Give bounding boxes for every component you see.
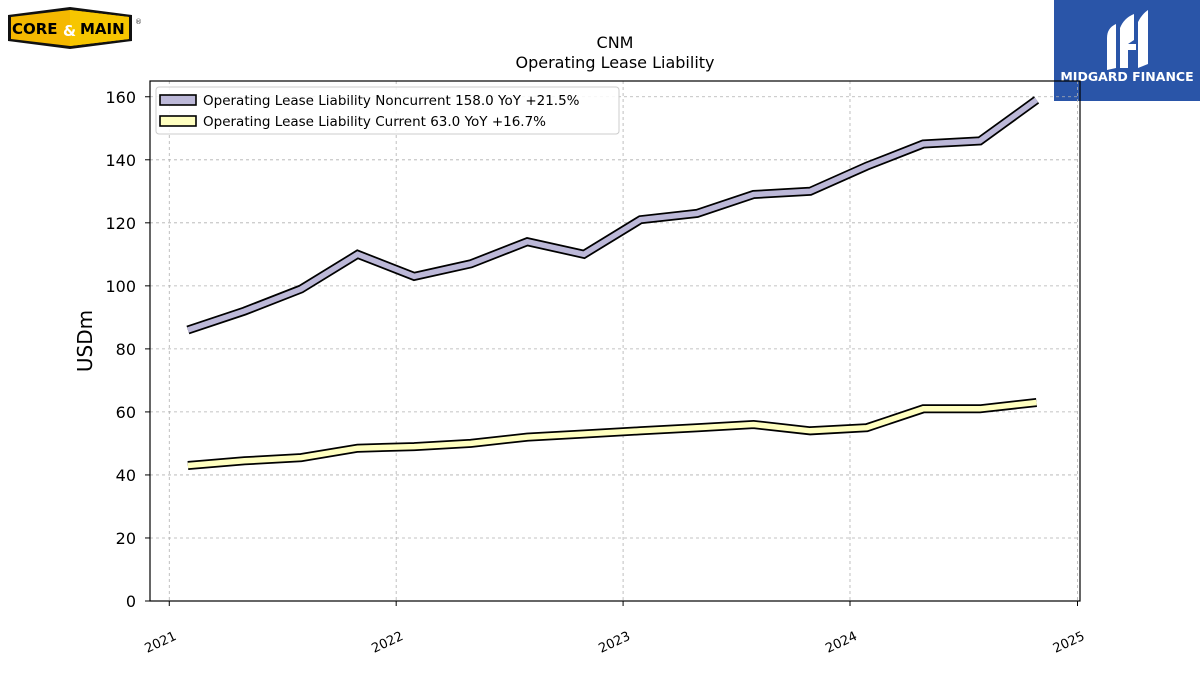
y-tick-label: 160: [105, 88, 136, 107]
legend-box: [155, 86, 620, 135]
midgard-emblem-icon: [1107, 10, 1148, 70]
series-line: [187, 97, 1039, 333]
y-tick-label: 0: [126, 592, 136, 611]
chart-subtitle: Operating Lease Liability: [515, 53, 714, 72]
legend-label: Operating Lease Liability Noncurrent 158…: [203, 93, 580, 109]
x-tick-label: 2024: [823, 629, 859, 657]
y-tick-label: 100: [105, 277, 136, 296]
y-tick-label: 20: [116, 529, 136, 548]
y-tick-label: 60: [116, 403, 136, 422]
y-axis-label: USDm: [73, 310, 97, 372]
logo-left-part1: CORE: [12, 20, 58, 38]
logo-left-amp: &: [63, 22, 76, 40]
legend-swatch: [159, 94, 197, 106]
chart-title: CNM: [597, 33, 634, 52]
legend-label: Operating Lease Liability Current 63.0 Y…: [203, 114, 546, 130]
y-tick-label: 120: [105, 214, 136, 233]
y-tick-label: 140: [105, 151, 136, 170]
axes: 0 20 40 60 80 100 120 140 160 2021 2022 2023 2024 202…: [105, 88, 1087, 657]
midgard-finance-logo: MIDGARD FINANCE: [1054, 0, 1200, 101]
plot-frame: [149, 80, 1081, 602]
x-tick-label: 2023: [596, 629, 632, 657]
logo-left-registered: ®: [135, 18, 142, 26]
series-line: [187, 399, 1037, 469]
series-0: [186, 96, 1040, 335]
legend-swatch: [159, 115, 197, 127]
core-and-main-logo: CORE & MAIN ®: [8, 7, 142, 49]
x-tick-label: 2022: [370, 629, 406, 657]
x-tick-label: 2021: [143, 629, 179, 657]
y-tick-label: 80: [116, 340, 136, 359]
grid-lines: [150, 81, 1080, 602]
x-tick-label: 2025: [1051, 629, 1087, 657]
series-1: [187, 398, 1037, 470]
series-lines: [186, 96, 1040, 470]
logo-left-part2: MAIN: [80, 20, 125, 38]
logo-right-text: MIDGARD FINANCE: [1060, 69, 1193, 84]
y-tick-label: 40: [116, 466, 136, 485]
legend: Operating Lease Liability Noncurrent 158…: [155, 86, 620, 135]
